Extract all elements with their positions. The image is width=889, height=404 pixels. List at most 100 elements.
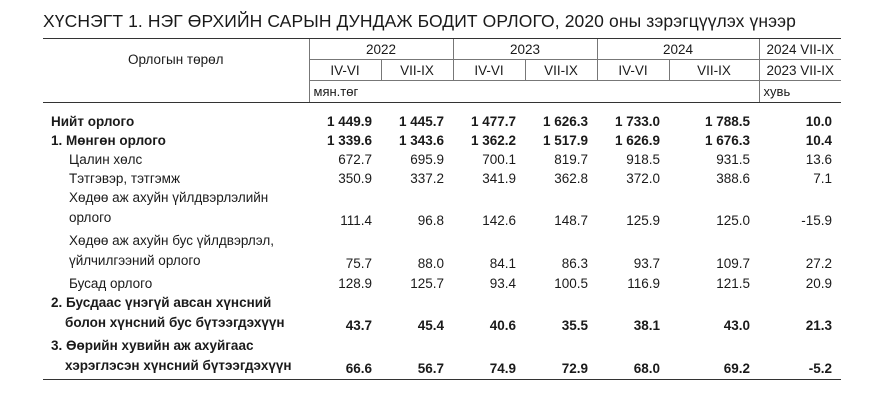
row-label-line: 3. Өөрийн хувийн аж ахуйгаас (51, 338, 254, 353)
income-table: Орлогын төрөл 2022 2023 2024 2024 VII-IX… (43, 38, 842, 380)
cell: 128.9 (338, 276, 372, 291)
cell: 93.4 (489, 276, 517, 291)
table-row: Тэтгэвэр, тэтгэмж 350.9 337.2 341.9 362.… (43, 169, 841, 188)
row-label-line: Хөдөө аж ахуйн бус үйлдвэрлэл, (69, 233, 274, 248)
cell: 45.4 (417, 318, 445, 333)
cell: 372.0 (626, 171, 661, 186)
cell: 1 788.5 (705, 114, 751, 129)
cell: 10.0 (805, 114, 833, 129)
cell: 68.0 (597, 336, 670, 380)
cell: 74.9 (453, 336, 526, 380)
cell: 116.9 (627, 276, 661, 291)
cell: 109.7 (716, 256, 751, 271)
cell: 111.4 (340, 213, 372, 228)
cell: 69.2 (669, 336, 760, 380)
cell: 66.6 (309, 336, 381, 380)
cell: 125.0 (716, 213, 751, 228)
row-label-line: Хөдөө аж ахуйн үйлдвэрлэлийн (69, 190, 269, 205)
cell: 96.8 (417, 213, 445, 228)
cell: 20.9 (805, 276, 833, 291)
unit-label-percent: хувь (758, 80, 842, 103)
year-header-2022: 2022 (308, 38, 454, 60)
cell: 1 676.3 (705, 133, 751, 148)
cell: 56.7 (381, 336, 454, 380)
table-row: 3. Өөрийн хувийн аж ахуйгаас хэрэглэсэн … (43, 336, 842, 380)
table-title: ХҮСНЭГТ 1. НЭГ ӨРХИЙН САРЫН ДУНДАЖ БОДИТ… (43, 11, 797, 31)
cell: 84.1 (489, 256, 517, 271)
row-label-line: болон хүнсний бус бүтээгдэхүүн (65, 315, 285, 330)
cell: 100.5 (554, 276, 589, 291)
unit-label: мян.төг (308, 80, 760, 103)
row-label: Нийт орлого (51, 114, 135, 129)
compare-header-top: 2024 VII-IX (758, 38, 842, 60)
cell: 93.7 (633, 256, 661, 271)
quarter-header: IV-VI (596, 59, 670, 81)
row-label: Хөдөө аж ахуйн үйлдвэрлэлийн орлого (43, 188, 309, 231)
cell: 7.1 (813, 171, 833, 186)
cell: 700.1 (482, 152, 517, 167)
row-label: Бусад орлого (69, 276, 153, 291)
cell: 125.7 (410, 276, 445, 291)
year-header-2024: 2024 (596, 38, 760, 60)
cell: 27.2 (805, 256, 833, 271)
row-label: 3. Өөрийн хувийн аж ахуйгаас хэрэглэсэн … (43, 336, 309, 380)
year-header-2023: 2023 (452, 38, 598, 60)
cell: 819.7 (554, 152, 589, 167)
quarter-header: IV-VI (452, 59, 526, 81)
row-label-header: Орлогын төрөл (43, 38, 309, 81)
cell: 142.6 (482, 213, 517, 228)
cell: 337.2 (410, 171, 445, 186)
cell: 1 362.2 (470, 133, 517, 148)
compare-header-bottom: 2023 VII-IX (758, 59, 842, 81)
cell: 21.3 (805, 318, 833, 333)
cell: 672.7 (338, 152, 372, 167)
table-row: 2. Бусдаас үнэгүй авсан хүнсний болон хү… (43, 293, 841, 336)
cell: 72.9 (525, 336, 598, 380)
cell: 388.6 (716, 171, 751, 186)
row-label: Тэтгэвэр, тэтгэмж (69, 171, 180, 186)
table-row: Хөдөө аж ахуйн үйлдвэрлэлийн орлого 111.… (43, 188, 841, 231)
table-row: Цалин хөлс 672.7 695.9 700.1 819.7 918.5… (43, 150, 841, 169)
row-label-line: хэрэглэсэн хүнсний бүтээгдэхүүн (65, 358, 292, 373)
cell: 43.7 (345, 318, 372, 333)
cell: 1 343.6 (398, 133, 445, 148)
cell: 918.5 (626, 152, 661, 167)
row-label: Хөдөө аж ахуйн бус үйлдвэрлэл, үйлчилгээ… (43, 231, 309, 274)
cell: 13.6 (805, 152, 833, 167)
cell: 1 626.3 (542, 114, 589, 129)
table-row: Бусад орлого 128.9 125.7 93.4 100.5 116.… (43, 274, 841, 293)
row-label-line: үйлчилгээний орлого (69, 253, 201, 268)
cell: 362.8 (554, 171, 589, 186)
cell: 1 626.9 (614, 133, 661, 148)
cell: 125.9 (626, 213, 661, 228)
row-label-line: 2. Бусдаас үнэгүй авсан хүнсний (51, 295, 272, 310)
table-row: Нийт орлого 1 449.9 1 445.7 1 477.7 1 62… (43, 112, 841, 131)
cell: 35.5 (561, 318, 589, 333)
quarter-header: VII-IX (380, 59, 454, 81)
quarter-header: VII-IX (524, 59, 598, 81)
cell: 86.3 (561, 256, 589, 271)
row-label-line: орлого (69, 210, 112, 225)
cell: 1 733.0 (614, 114, 661, 129)
cell: 10.4 (805, 133, 833, 148)
cell: 1 449.9 (326, 114, 372, 129)
cell: 88.0 (417, 256, 445, 271)
cell: 695.9 (410, 152, 445, 167)
cell: 931.5 (716, 152, 751, 167)
cell: 75.7 (345, 256, 372, 271)
row-label: 1. Мөнгөн орлого (51, 133, 166, 148)
cell: 1 445.7 (398, 114, 445, 129)
quarter-header: VII-IX (668, 59, 760, 81)
cell: 350.9 (338, 171, 372, 186)
cell: 121.5 (716, 276, 751, 291)
cell: 1 517.9 (542, 133, 589, 148)
cell: 341.9 (482, 171, 517, 186)
table-row: 1. Мөнгөн орлого 1 339.6 1 343.6 1 362.2… (43, 131, 841, 150)
row-label: 2. Бусдаас үнэгүй авсан хүнсний болон хү… (43, 293, 309, 336)
cell: 43.0 (723, 318, 751, 333)
cell: -15.9 (801, 213, 833, 228)
cell: -5.2 (759, 336, 842, 380)
cell: 1 477.7 (470, 114, 517, 129)
cell: 148.7 (554, 213, 589, 228)
row-label: Цалин хөлс (69, 152, 143, 167)
